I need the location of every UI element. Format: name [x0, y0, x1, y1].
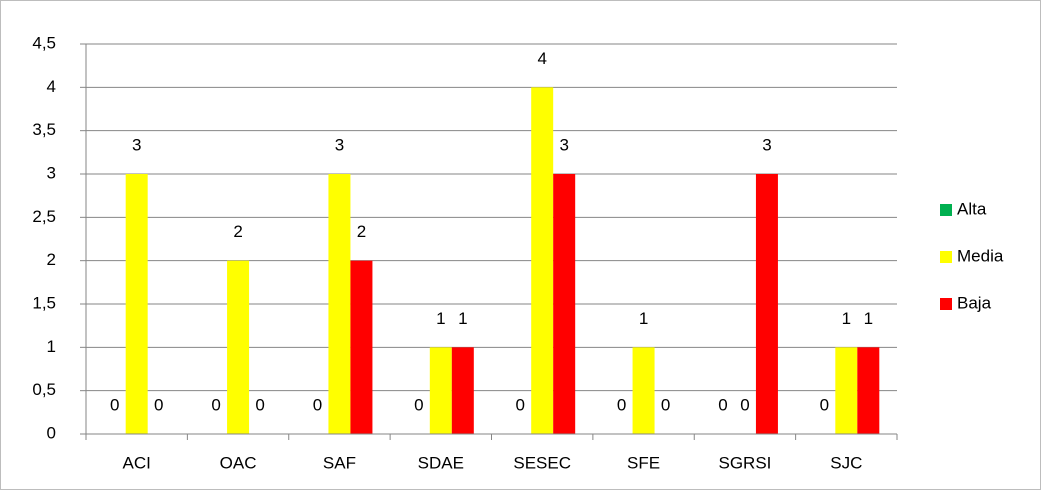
bar — [125, 174, 148, 434]
legend-swatch — [940, 251, 952, 263]
data-label: 1 — [864, 309, 873, 328]
y-tick-label: 2,5 — [32, 207, 56, 226]
x-tick-label: SDAE — [418, 453, 464, 472]
data-label: 3 — [335, 135, 344, 154]
data-label: 0 — [110, 395, 119, 414]
bar — [632, 347, 655, 434]
bar — [350, 260, 373, 434]
data-label: 0 — [414, 395, 423, 414]
bar — [328, 174, 351, 434]
legend-label: Media — [957, 246, 1004, 265]
legend-swatch — [940, 204, 952, 216]
x-tick-label: SESEC — [513, 453, 571, 472]
data-label: 0 — [661, 395, 670, 414]
data-label: 3 — [132, 135, 141, 154]
data-label: 2 — [357, 222, 366, 241]
data-label: 0 — [211, 395, 220, 414]
data-label: 3 — [559, 135, 568, 154]
data-label: 0 — [617, 395, 626, 414]
x-tick-label: SGRSI — [718, 453, 771, 472]
data-label: 1 — [842, 309, 851, 328]
legend-label: Alta — [957, 199, 987, 218]
data-label: 0 — [820, 395, 829, 414]
data-label: 4 — [537, 49, 546, 68]
bar — [429, 347, 452, 434]
y-tick-label: 4 — [47, 77, 56, 96]
y-tick-label: 3,5 — [32, 120, 56, 139]
data-label: 0 — [740, 395, 749, 414]
x-tick-label: ACI — [123, 453, 151, 472]
bar — [531, 87, 554, 434]
x-tick-label: SFE — [627, 453, 660, 472]
data-label: 3 — [762, 135, 771, 154]
legend-swatch — [940, 298, 952, 310]
data-label: 0 — [718, 395, 727, 414]
legend-label: Baja — [957, 293, 992, 312]
y-tick-label: 1 — [47, 337, 56, 356]
x-tick-label: SJC — [830, 453, 862, 472]
x-tick-label: OAC — [220, 453, 257, 472]
data-label: 0 — [515, 395, 524, 414]
y-tick-label: 2 — [47, 250, 56, 269]
bar — [857, 347, 880, 434]
data-label: 0 — [154, 395, 163, 414]
data-label: 0 — [313, 395, 322, 414]
data-label: 0 — [255, 395, 264, 414]
data-label: 1 — [458, 309, 467, 328]
bar — [755, 174, 778, 434]
y-tick-label: 4,5 — [32, 33, 56, 52]
y-tick-label: 0,5 — [32, 380, 56, 399]
bar — [553, 174, 576, 434]
y-tick-label: 3 — [47, 163, 56, 182]
data-label: 2 — [233, 222, 242, 241]
bar — [227, 260, 250, 434]
data-label: 1 — [639, 309, 648, 328]
y-tick-label: 1,5 — [32, 293, 56, 312]
data-label: 1 — [436, 309, 445, 328]
y-tick-label: 0 — [47, 423, 56, 442]
bar — [835, 347, 858, 434]
x-tick-label: SAF — [323, 453, 356, 472]
bar — [451, 347, 474, 434]
